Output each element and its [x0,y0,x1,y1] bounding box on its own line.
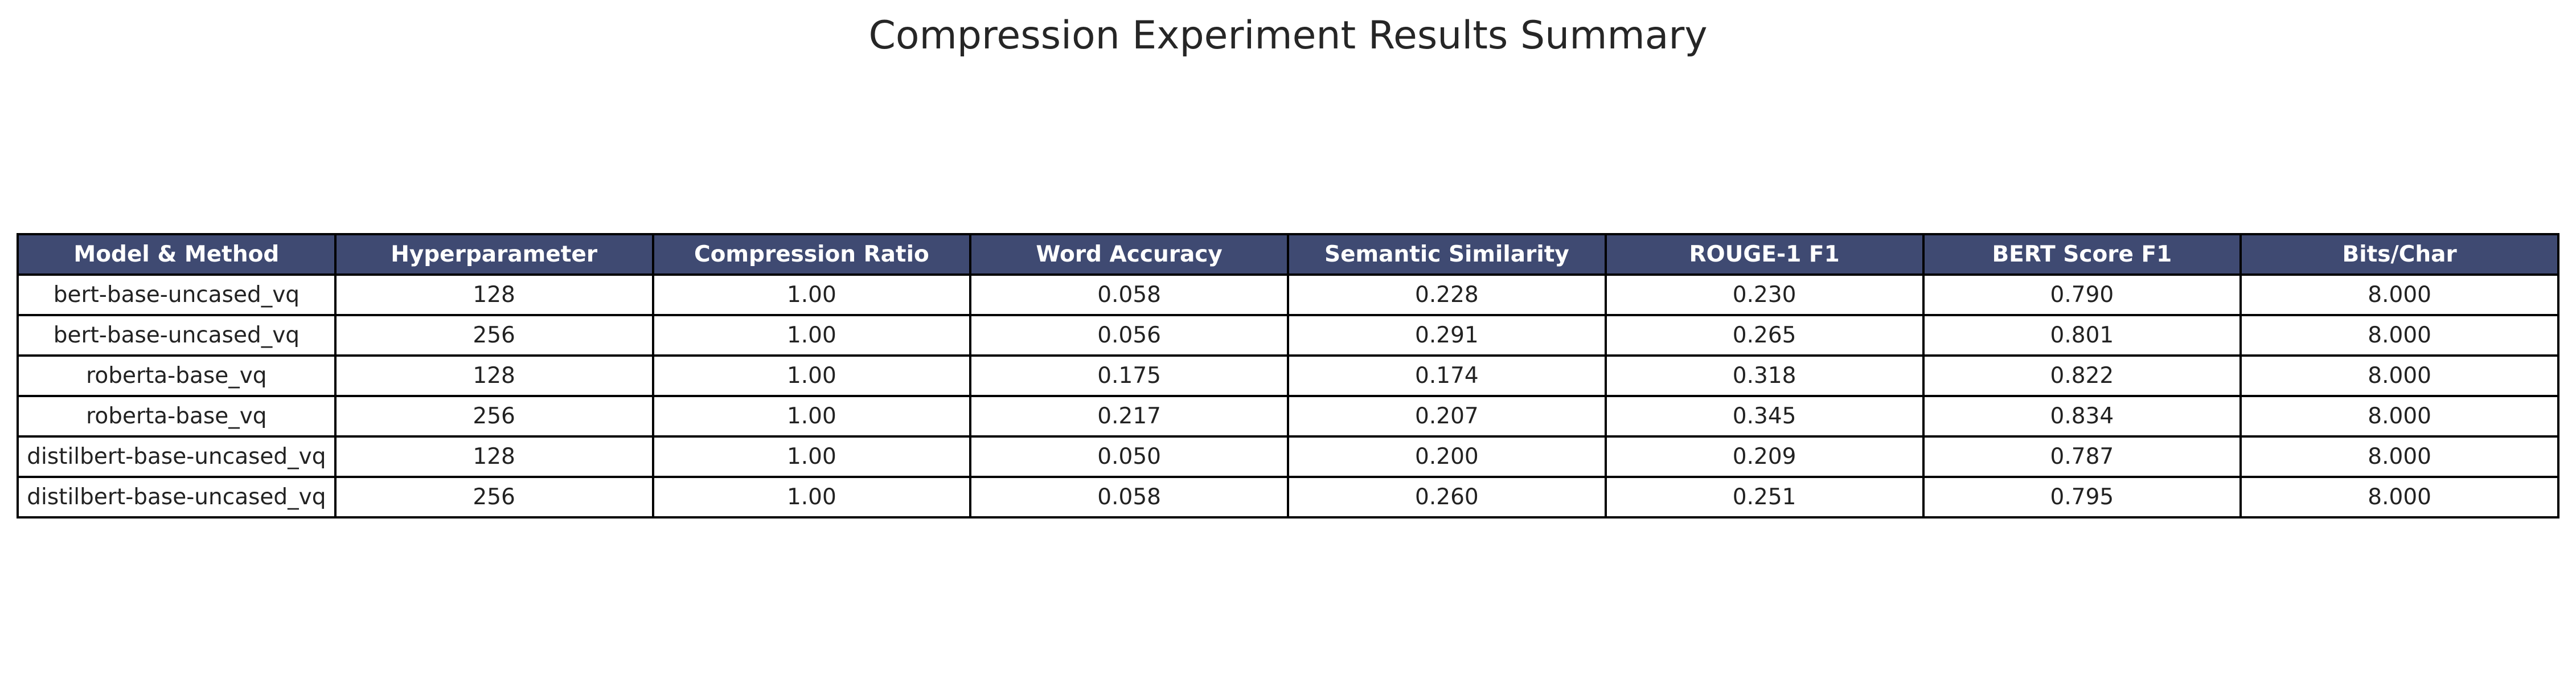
table-cell: bert-base-uncased_vq [17,273,337,316]
table-cell: roberta-base_vq [17,395,337,438]
column-header: Bits/Char [2239,233,2559,276]
table-cell: 0.058 [969,273,1289,316]
table-cell: 8.000 [2239,476,2559,518]
table-cell: 0.200 [1287,435,1607,478]
table-cell: 0.175 [969,354,1289,397]
table-row: distilbert-base-uncased_vq 128 1.00 0.050 0.… [17,435,2559,478]
table-cell: 256 [334,476,654,518]
table-cell: 8.000 [2239,395,2559,438]
table-cell: 1.00 [651,476,972,518]
table-cell: 0.058 [969,476,1289,518]
column-header: ROUGE-1 F1 [1604,233,1925,276]
column-header: BERT Score F1 [1922,233,2242,276]
table-cell: 0.318 [1604,354,1925,397]
table-cell: distilbert-base-uncased_vq [17,435,337,478]
table-cell: distilbert-base-uncased_vq [17,476,337,518]
table-cell: 0.787 [1922,435,2242,478]
table-cell: 0.795 [1922,476,2242,518]
table-row: bert-base-uncased_vq 256 1.00 0.056 0.291 0.2… [17,314,2559,357]
table-cell: 128 [334,273,654,316]
table-cell: 8.000 [2239,354,2559,397]
table-cell: 0.834 [1922,395,2242,438]
table-cell: 8.000 [2239,314,2559,357]
table-cell: 0.345 [1604,395,1925,438]
table-cell: 0.260 [1287,476,1607,518]
chart-title: Compression Experiment Results Summary [868,13,1708,58]
table-cell: 1.00 [651,354,972,397]
column-header: Hyperparameter [334,233,654,276]
table-cell: 128 [334,435,654,478]
table-row: bert-base-uncased_vq 128 1.00 0.058 0.228 0.2… [17,273,2559,316]
table-cell: 0.217 [969,395,1289,438]
table-cell: 0.790 [1922,273,2242,316]
table-cell: 0.056 [969,314,1289,357]
table-row: distilbert-base-uncased_vq 256 1.00 0.058 0.… [17,476,2559,518]
table-cell: 0.265 [1604,314,1925,357]
table-cell: 0.207 [1287,395,1607,438]
table-row: roberta-base_vq 128 1.00 0.175 0.174 0.318 0.8… [17,354,2559,397]
table-cell: 0.228 [1287,273,1607,316]
column-header: Model & Method [17,233,337,276]
table-cell: 8.000 [2239,435,2559,478]
table-cell: 256 [334,314,654,357]
table-cell: 0.230 [1604,273,1925,316]
table-cell: 0.801 [1922,314,2242,357]
column-header: Semantic Similarity [1287,233,1607,276]
table-cell: 0.050 [969,435,1289,478]
column-header: Word Accuracy [969,233,1289,276]
table-cell: 128 [334,354,654,397]
table-cell: 0.822 [1922,354,2242,397]
table-cell: 0.209 [1604,435,1925,478]
table-cell: roberta-base_vq [17,354,337,397]
table-cell: 1.00 [651,395,972,438]
table-cell: 0.291 [1287,314,1607,357]
results-table: Model & Method Hyperparameter Compression … [17,233,2559,518]
column-header: Compression Ratio [651,233,972,276]
table-row: roberta-base_vq 256 1.00 0.217 0.207 0.345 0.8… [17,395,2559,438]
table-cell: 1.00 [651,273,972,316]
table-cell: 0.251 [1604,476,1925,518]
table-cell: bert-base-uncased_vq [17,314,337,357]
table-body: bert-base-uncased_vq 128 1.00 0.058 0.228 0.2… [17,273,2559,518]
table-cell: 8.000 [2239,273,2559,316]
table-cell: 1.00 [651,435,972,478]
table-header-row: Model & Method Hyperparameter Compression … [17,233,2559,276]
table-cell: 1.00 [651,314,972,357]
table-cell: 0.174 [1287,354,1607,397]
table-cell: 256 [334,395,654,438]
